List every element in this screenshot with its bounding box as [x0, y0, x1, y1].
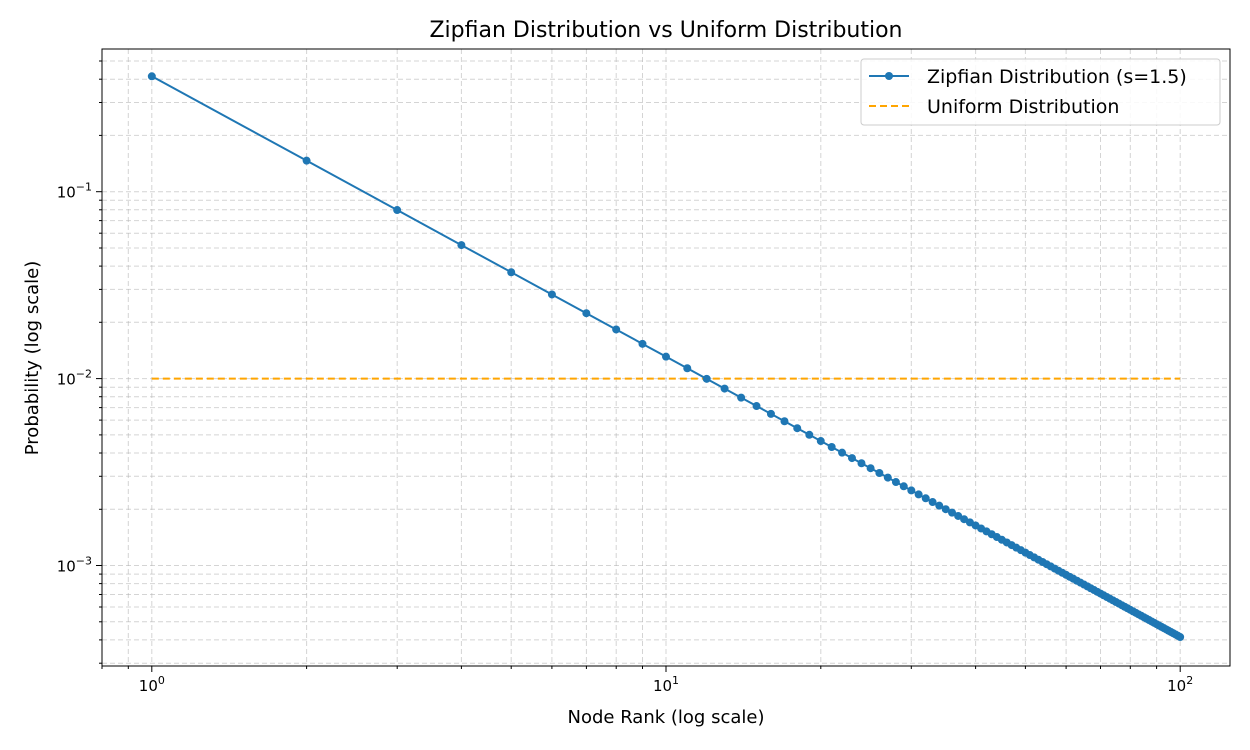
legend-box — [860, 58, 1221, 126]
zipf-data-point — [766, 409, 775, 418]
series-layer — [147, 72, 1185, 642]
zipf-data-point — [928, 498, 937, 507]
zipf-data-point — [780, 417, 789, 426]
zipf-data-point — [816, 437, 825, 446]
zipf-data-point — [875, 468, 884, 477]
y-tick-label: 10−2 — [57, 368, 92, 389]
zipf-data-point — [827, 442, 836, 451]
zipf-data-point — [954, 511, 963, 520]
x-tick-label: 101 — [653, 674, 679, 695]
zipf-data-point — [935, 501, 944, 510]
y-tick-label: 10−3 — [57, 555, 92, 576]
zipf-data-point — [702, 374, 711, 383]
zipf-data-point — [752, 402, 761, 411]
zipf-data-point — [582, 309, 591, 318]
zipf-data-point — [507, 268, 516, 277]
zipf-data-point — [547, 290, 556, 299]
y-tick-label: 10−1 — [57, 181, 92, 202]
zipf-data-point — [147, 72, 156, 81]
zipf-data-point — [891, 478, 900, 487]
zipf-data-point — [921, 494, 930, 503]
zipf-data-point — [737, 393, 746, 402]
zipf-data-point — [683, 364, 692, 373]
legend-zipf-label: Zipfian Distribution (s=1.5) — [927, 66, 1187, 88]
zipf-data-point — [662, 352, 670, 361]
zipf-data-point — [1176, 633, 1185, 642]
y-axis-label: Probability (log scale) — [22, 261, 43, 455]
zipf-data-point — [899, 482, 908, 491]
zipf-data-point — [847, 454, 856, 463]
x-tick-label: 100 — [139, 674, 165, 695]
zipf-data-point — [393, 206, 402, 215]
x-tick-label: 102 — [1167, 674, 1193, 695]
zipf-data-point — [302, 156, 311, 165]
zipf-data-point — [805, 430, 814, 439]
zipf-data-point — [638, 339, 647, 348]
legend-uniform-label: Uniform Distribution — [927, 96, 1119, 118]
zipf-data-point — [883, 473, 892, 482]
zipf-data-point — [793, 424, 802, 433]
axis-ticks: 100 101 102 10−3 10−2 10−1 — [57, 60, 1193, 695]
zipf-data-point — [838, 448, 847, 457]
zipf-data-point — [720, 384, 729, 393]
x-axis-label: Node Rank (log scale) — [568, 707, 765, 728]
zipf-data-point — [948, 508, 957, 517]
zipf-data-point — [612, 325, 621, 334]
zipf-data-point — [457, 241, 466, 250]
legend: Zipfian Distribution (s=1.5) Uniform Dis… — [860, 58, 1221, 126]
legend-zipf-marker — [885, 72, 893, 80]
zipf-data-point — [866, 464, 875, 473]
chart-title: Zipfian Distribution vs Uniform Distribu… — [429, 18, 902, 43]
zipf-data-point — [941, 505, 950, 514]
zipf-data-point — [907, 486, 916, 495]
zipf-data-point — [914, 490, 923, 499]
zipf-data-point — [857, 459, 866, 468]
